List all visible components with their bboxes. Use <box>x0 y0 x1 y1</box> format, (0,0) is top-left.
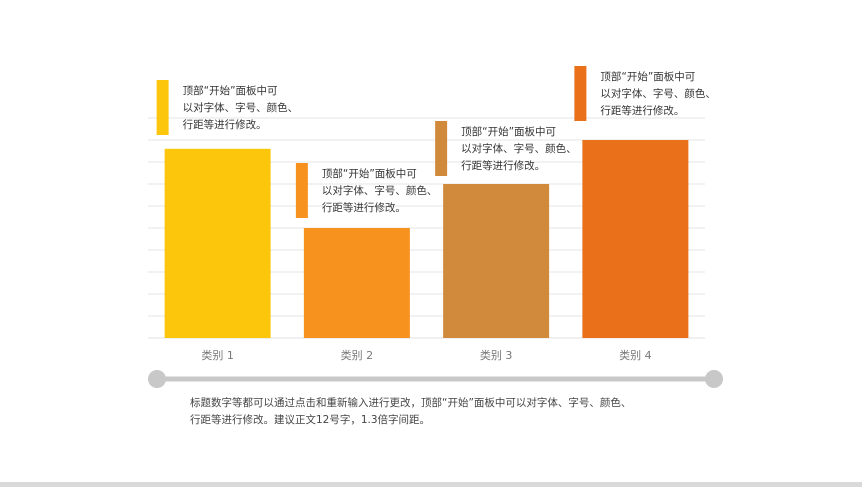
callout-line: 行距等进行修改。 <box>600 105 685 117</box>
callout-line: 以对字体、字号、颜色、 <box>600 88 716 100</box>
callout-line: 顶部“开始”面板中可 <box>182 85 278 97</box>
callout-line: 顶部“开始”面板中可 <box>600 71 696 83</box>
callout-line: 顶部“开始”面板中可 <box>461 126 557 138</box>
callout-marker-2 <box>295 163 308 218</box>
callout-text-2: 顶部“开始”面板中可以对字体、字号、颜色、 行距等进行修改。 <box>322 166 438 217</box>
slider-handle-right <box>705 370 723 388</box>
description-line-2: 行距等进行修改。建议正文12号字，1.3倍字间距。 <box>190 414 431 426</box>
bar-3 <box>443 184 550 338</box>
callout-line: 以对字体、字号、颜色、 <box>182 102 299 114</box>
callout-text-4: 顶部“开始”面板中可以对字体、字号、颜色、 行距等进行修改。 <box>600 69 716 120</box>
callout-line: 行距等进行修改。 <box>182 119 267 131</box>
bar-2 <box>303 228 410 338</box>
callout-line: 行距等进行修改。 <box>461 160 546 172</box>
bar-4 <box>582 140 689 338</box>
callout-line: 以对字体、字号、颜色、 <box>321 185 438 197</box>
callout-markers <box>156 66 587 218</box>
callout-text-1: 顶部“开始”面板中可以对字体、字号、颜色、 行距等进行修改。 <box>183 83 299 134</box>
x-tick-label: 类别 4 <box>619 348 652 362</box>
bar-1 <box>164 148 271 338</box>
x-tick-label: 类别 2 <box>341 348 374 362</box>
description-text: 标题数字等都可以通过点击和重新输入进行更改，顶部“开始”面板中可以对字体、字号、… <box>190 395 631 429</box>
callout-line: 顶部“开始”面板中可 <box>321 168 417 180</box>
x-tick-labels: 类别 1 类别 2 类别 3 类别 4 <box>201 348 651 362</box>
callout-marker-1 <box>156 80 169 135</box>
x-tick-label: 类别 1 <box>201 348 234 362</box>
footer-bar <box>0 482 862 487</box>
callout-marker-4 <box>574 66 587 121</box>
callout-marker-3 <box>435 121 448 176</box>
x-tick-label: 类别 3 <box>480 348 513 362</box>
callout-text-3: 顶部“开始”面板中可以对字体、字号、颜色、 行距等进行修改。 <box>461 124 577 175</box>
callout-line: 行距等进行修改。 <box>321 202 406 214</box>
callout-line: 以对字体、字号、颜色、 <box>461 143 577 155</box>
bar-series <box>164 140 689 338</box>
timeline-slider <box>148 370 723 388</box>
slider-handle-left <box>148 370 166 388</box>
description-line-1: 标题数字等都可以通过点击和重新输入进行更改，顶部“开始”面板中可以对字体、字号、… <box>190 397 632 409</box>
